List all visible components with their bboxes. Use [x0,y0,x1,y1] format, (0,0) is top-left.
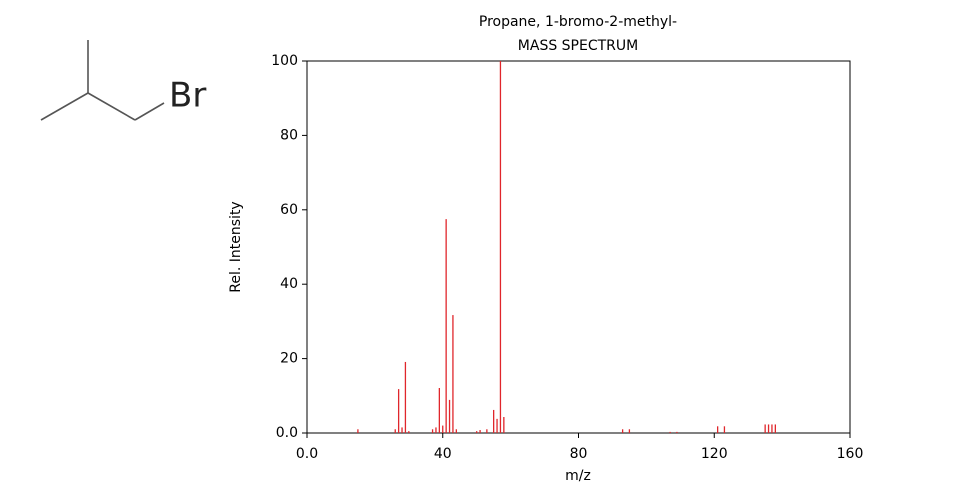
x-tick-label: 160 [837,446,864,462]
chart-subtitle: MASS SPECTRUM [518,38,638,54]
chart-title: Propane, 1-bromo-2-methyl- [479,14,677,30]
y-tick-label: 60 [280,202,298,218]
x-tick-label: 120 [701,446,728,462]
bond [87,92,136,121]
y-tick-label: 80 [280,127,298,143]
bond [40,92,89,121]
x-tick-label: 0.0 [296,446,318,462]
x-axis-label: m/z [565,468,591,484]
bond [134,102,165,121]
y-tick-label: 20 [280,351,298,367]
x-tick-label: 80 [570,446,588,462]
y-tick-label: 0.0 [276,425,298,441]
y-tick-label: 100 [271,53,298,69]
x-tick-label: 40 [434,446,452,462]
molecule [40,40,165,121]
y-tick-label: 40 [280,276,298,292]
atom-label: Br [169,76,206,116]
y-axis-label: Rel. Intensity [228,201,244,292]
plot-frame [306,60,851,434]
